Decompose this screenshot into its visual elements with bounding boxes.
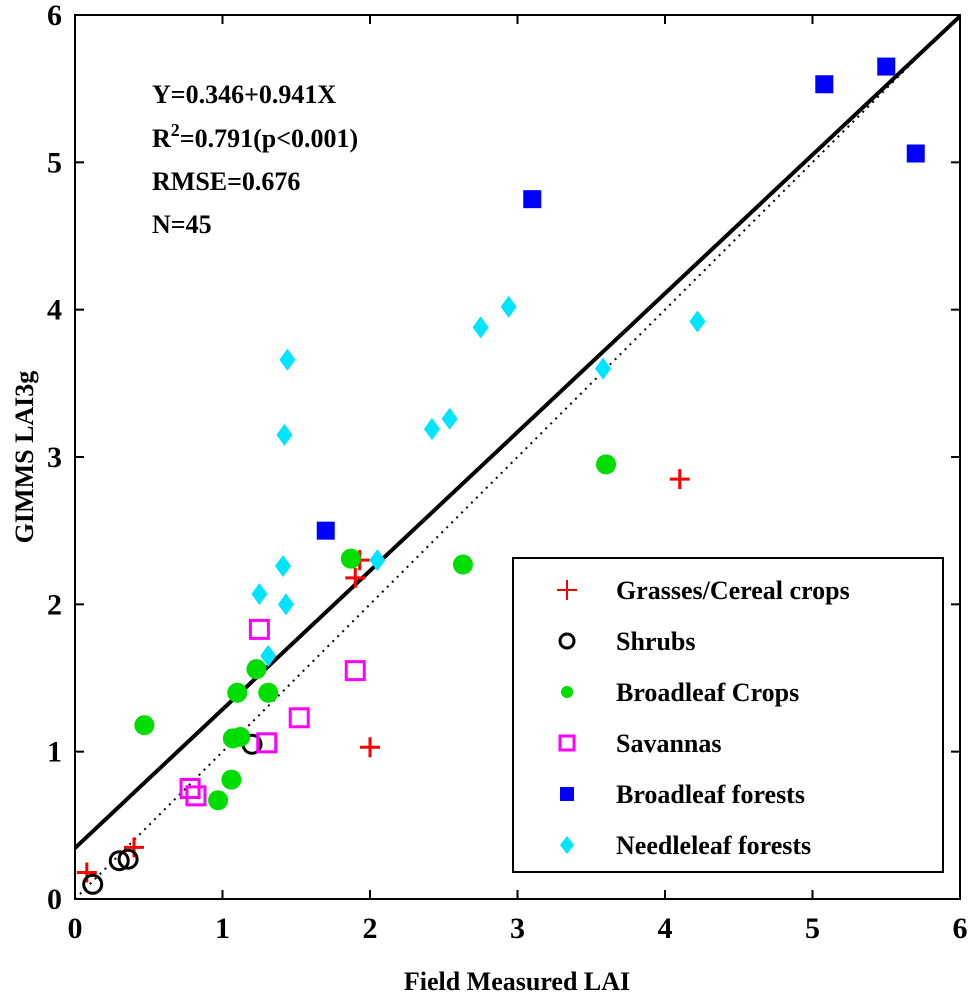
- x-axis-title: Field Measured LAI: [404, 967, 630, 996]
- data-point: [258, 682, 279, 703]
- x-tick-label: 6: [953, 912, 968, 945]
- data-point: [279, 348, 296, 371]
- legend-label: Savannas: [616, 729, 722, 758]
- legend-label: Broadleaf Crops: [616, 678, 799, 707]
- legend-marker: [557, 580, 577, 600]
- series-broadleaf-crops: [134, 454, 616, 811]
- series-broadleaf-forests: [316, 57, 925, 540]
- x-tick-label: 4: [658, 912, 673, 945]
- r-squared-value: =0.791(p<0.001): [180, 124, 358, 153]
- data-point: [251, 583, 268, 606]
- y-tick-label: 0: [47, 883, 62, 916]
- r-squared-superscript: 2: [171, 120, 180, 140]
- data-point: [340, 548, 361, 569]
- legend-marker: [561, 686, 573, 698]
- legend-item: Needleleaf forests: [560, 831, 811, 860]
- data-point: [360, 737, 380, 758]
- data-point: [441, 407, 458, 430]
- data-point: [179, 778, 201, 799]
- legend-item: Grasses/Cereal crops: [557, 576, 850, 605]
- data-point: [452, 554, 473, 575]
- data-point: [117, 848, 139, 870]
- data-point: [316, 521, 335, 540]
- data-point: [596, 454, 616, 475]
- data-point: [345, 567, 366, 588]
- y-tick-label: 4: [47, 294, 62, 327]
- y-axis-title: GIMMS LAI3g: [10, 371, 39, 544]
- x-tick-label: 0: [68, 912, 83, 945]
- legend-item: Savannas: [558, 729, 722, 758]
- data-point: [877, 57, 896, 76]
- legend-label: Shrubs: [616, 627, 696, 656]
- r-squared-symbol: R: [152, 124, 171, 153]
- data-point: [288, 707, 310, 729]
- data-points: [76, 57, 925, 895]
- data-point: [595, 357, 612, 380]
- y-tick-label: 2: [47, 588, 62, 621]
- y-tick-labels: 0 1 2 3 4 5 6: [47, 0, 62, 916]
- data-point: [208, 790, 229, 811]
- legend-item: Shrubs: [558, 627, 696, 656]
- fit-lines: [73, 14, 962, 900]
- data-point: [344, 660, 366, 682]
- y-tick-label: 5: [47, 146, 62, 179]
- x-tick-label: 3: [510, 912, 525, 945]
- data-point: [274, 555, 291, 578]
- data-point: [669, 469, 690, 490]
- regression-equation: Y=0.346+0.941X: [152, 80, 336, 109]
- data-point: [523, 190, 542, 209]
- regression-line: [73, 14, 962, 850]
- data-point: [369, 549, 386, 572]
- data-point: [815, 75, 834, 94]
- data-point: [689, 310, 706, 333]
- legend: Grasses/Cereal crops Shrubs Broadleaf Crop…: [512, 557, 944, 873]
- legend-item: Broadleaf forests: [560, 780, 805, 809]
- legend-marker: [560, 787, 574, 801]
- y-tick-label: 3: [47, 441, 62, 474]
- data-point: [248, 618, 270, 640]
- data-point: [227, 682, 248, 703]
- y-tick-label: 1: [47, 736, 62, 769]
- data-point: [221, 769, 242, 790]
- x-tick-label: 5: [805, 912, 820, 945]
- x-tick-label: 1: [215, 912, 230, 945]
- data-point: [185, 785, 207, 807]
- data-point: [906, 144, 925, 163]
- data-point: [472, 316, 489, 339]
- legend-box: [512, 557, 944, 873]
- data-point: [423, 418, 440, 441]
- legend-marker: [558, 632, 576, 650]
- legend-marker: [560, 836, 574, 854]
- y-tick-label: 6: [47, 0, 62, 32]
- legend-marker: [558, 734, 576, 752]
- data-point: [134, 715, 155, 736]
- r-squared: R2=0.791(p<0.001): [152, 120, 358, 153]
- data-point: [500, 295, 517, 318]
- stats-annotation: Y=0.346+0.941X R2=0.791(p<0.001) RMSE=0.…: [152, 80, 358, 239]
- series-needleleaf-forests: [251, 295, 706, 667]
- series-savannas: [179, 618, 366, 807]
- legend-item: Broadleaf Crops: [561, 678, 799, 707]
- x-tick-label: 2: [363, 912, 378, 945]
- x-tick-labels: 0 1 2 3 4 5 6: [68, 912, 968, 945]
- data-point: [256, 732, 278, 754]
- legend-label: Grasses/Cereal crops: [616, 576, 850, 605]
- legend-label: Needleleaf forests: [616, 831, 811, 860]
- data-point: [277, 593, 294, 616]
- data-point: [82, 873, 104, 895]
- rmse-value: RMSE=0.676: [152, 167, 300, 196]
- data-point: [230, 726, 251, 747]
- data-point: [276, 423, 293, 446]
- legend-label: Broadleaf forests: [616, 780, 805, 809]
- data-point: [260, 644, 277, 667]
- sample-count: N=45: [152, 210, 212, 239]
- data-point: [108, 850, 130, 872]
- data-point: [246, 659, 267, 680]
